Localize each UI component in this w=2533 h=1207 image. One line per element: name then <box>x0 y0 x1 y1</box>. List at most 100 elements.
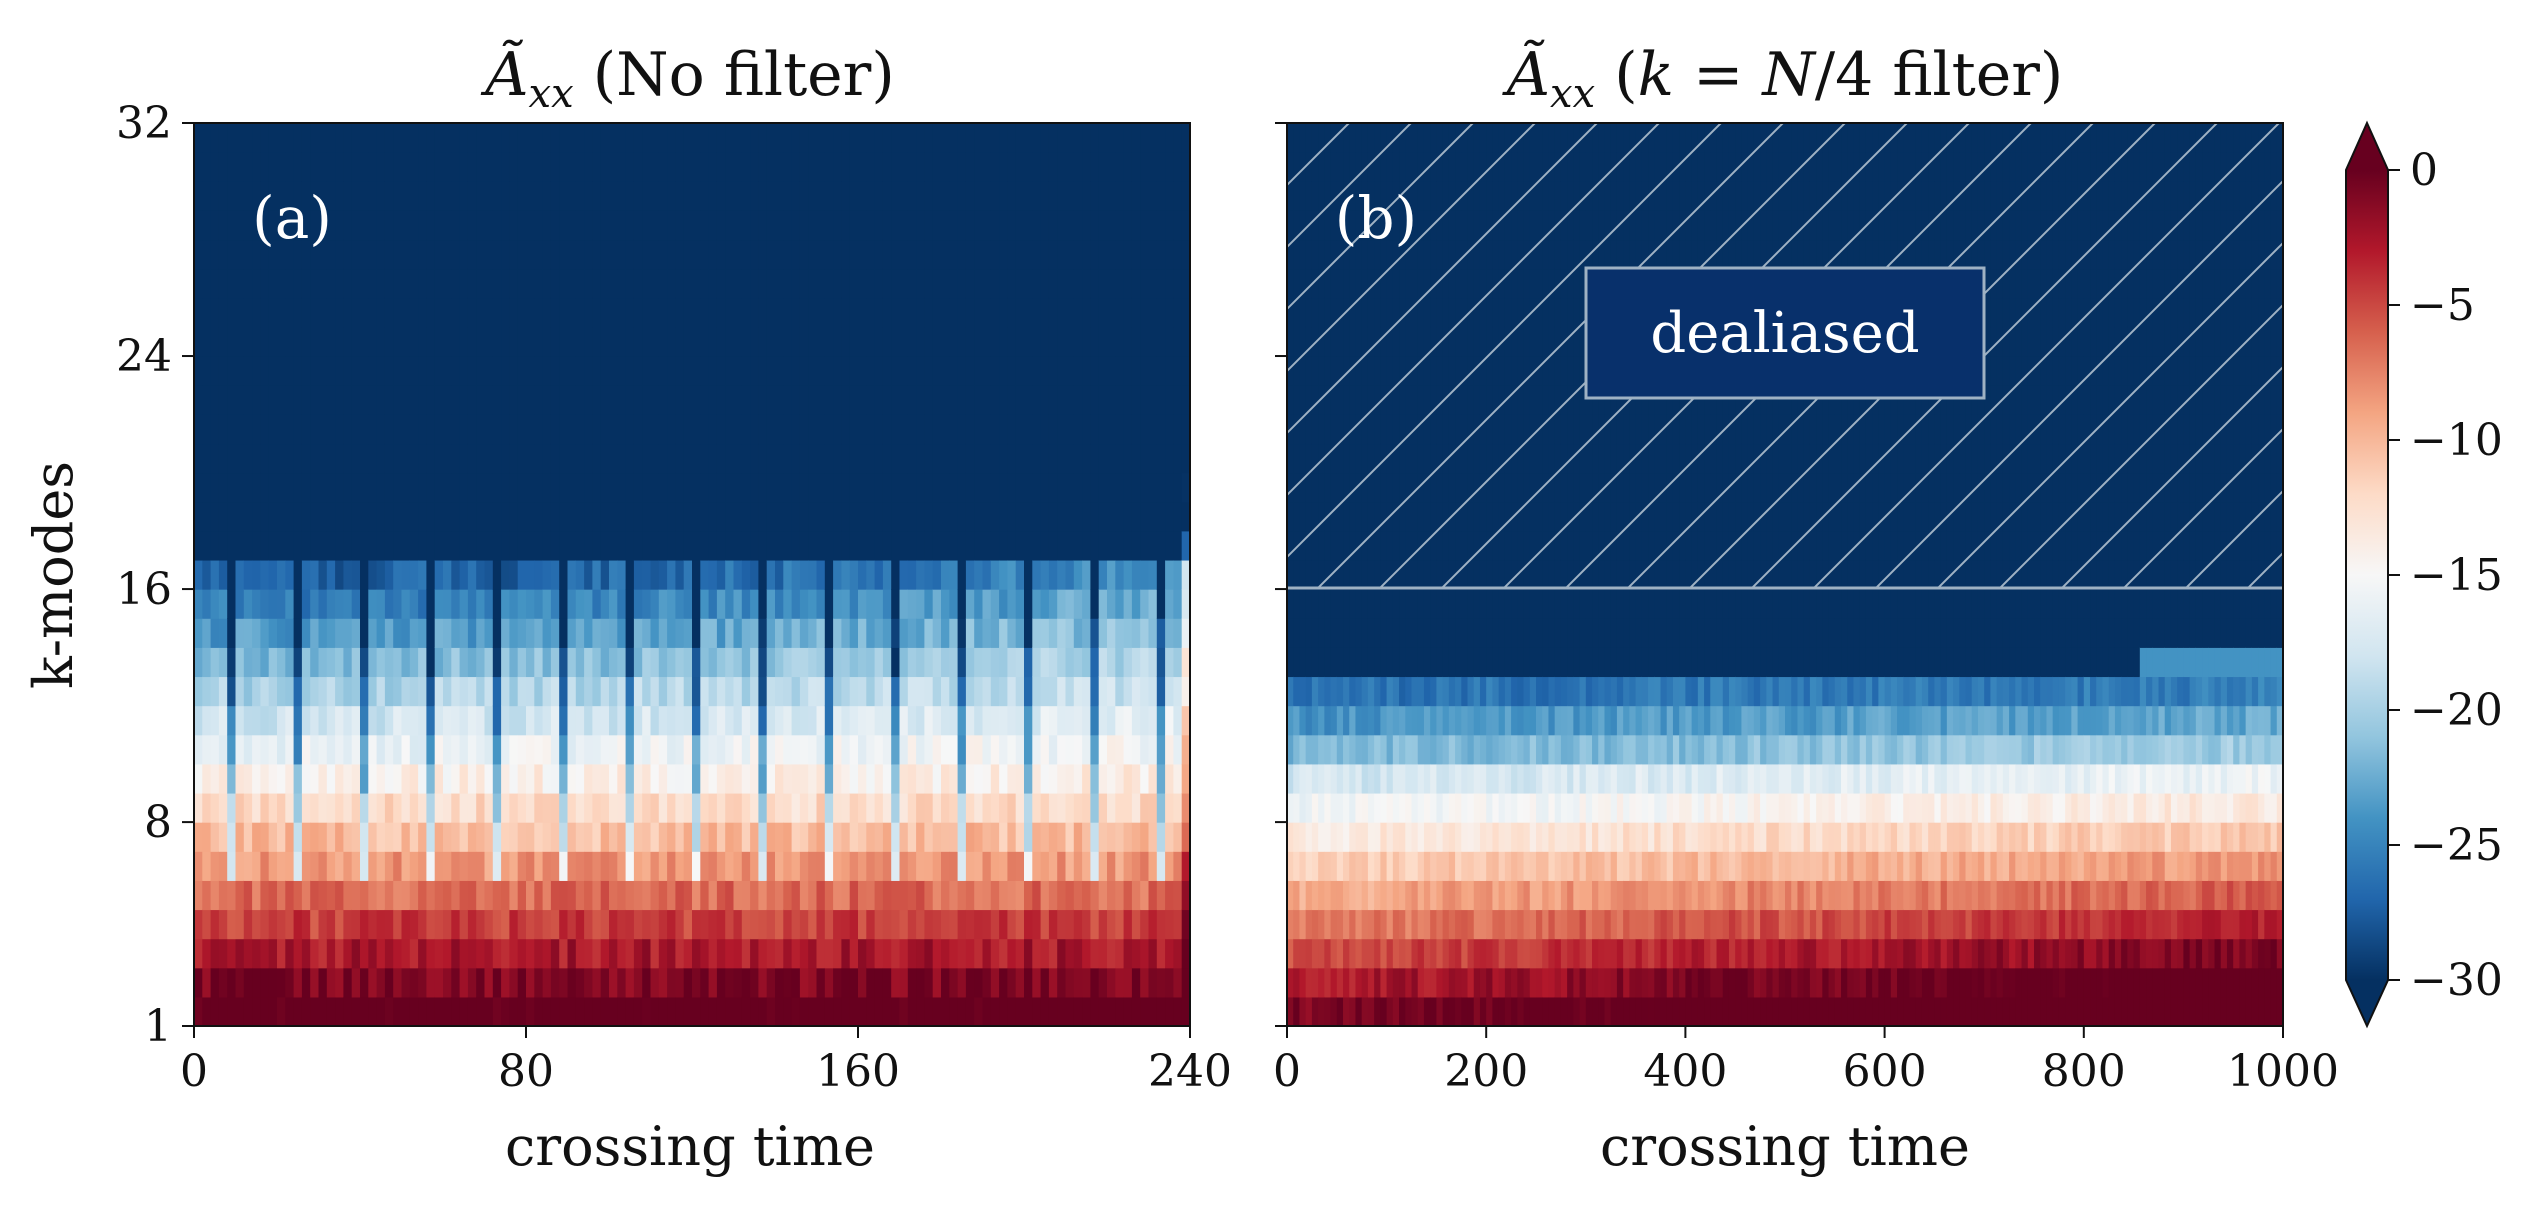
heat-cell <box>1523 385 1531 415</box>
heat-cell <box>1361 967 1369 998</box>
heat-cell <box>426 996 436 1027</box>
heat-cell <box>932 501 942 532</box>
heat-cell <box>559 676 569 707</box>
heat-cell <box>858 734 867 765</box>
heat-cell <box>1386 880 1394 911</box>
heat-cell <box>733 356 743 386</box>
heat-cell <box>534 822 544 852</box>
heat-cell <box>1032 589 1042 619</box>
heat-cell <box>1399 938 1406 969</box>
heat-cell <box>376 763 386 794</box>
heat-cell <box>1399 152 1406 182</box>
heat-cell <box>609 618 618 648</box>
heat-cell <box>849 443 859 474</box>
heat-cell <box>434 123 444 153</box>
heat-cell <box>426 705 436 736</box>
heat-cell <box>376 851 386 881</box>
heat-cell <box>791 472 801 503</box>
heat-cell <box>227 181 237 211</box>
heat-cell <box>874 589 884 619</box>
heat-cell <box>534 385 544 415</box>
heat-cell <box>218 647 228 678</box>
heat-cell <box>1386 356 1394 386</box>
heat-cell <box>683 967 693 998</box>
heat-cell <box>202 996 212 1027</box>
heat-cell <box>708 181 718 211</box>
heat-cell <box>409 356 419 386</box>
heat-cell <box>293 763 303 794</box>
heat-cell <box>1040 239 1050 270</box>
heat-cell <box>301 996 311 1027</box>
heat-cell <box>924 647 934 678</box>
heat-cell <box>891 589 901 619</box>
heat-cell <box>633 210 643 241</box>
heat-cell <box>716 618 726 648</box>
heat-cell <box>874 880 884 911</box>
heat-cell <box>567 443 577 474</box>
heat-cell <box>1318 559 1325 590</box>
heat-cell <box>360 385 369 415</box>
heat-cell <box>301 618 311 648</box>
heat-cell <box>260 618 270 648</box>
heat-cell <box>534 356 544 386</box>
heat-cell <box>517 326 527 357</box>
heat-cell <box>816 530 826 561</box>
heat-cell <box>924 297 934 328</box>
heat-cell <box>1386 763 1394 794</box>
heat-cell <box>1024 152 1033 182</box>
heat-cell <box>1311 210 1319 241</box>
heat-cell <box>1479 239 1487 270</box>
heat-cell <box>816 443 826 474</box>
heat-cell <box>907 210 917 241</box>
heat-cell <box>1355 239 1363 270</box>
heat-cell <box>1467 676 1475 707</box>
heat-cell <box>243 152 253 182</box>
heat-cell <box>584 909 593 940</box>
heat-cell <box>766 210 776 241</box>
heat-cell <box>227 472 237 503</box>
heat-cell <box>1517 530 1525 561</box>
heat-cell <box>667 792 676 823</box>
heat-cell <box>252 996 261 1027</box>
heat-cell <box>841 210 851 241</box>
heat-cell <box>1305 909 1313 940</box>
heat-cell <box>310 385 320 415</box>
heat-cell <box>1082 967 1091 998</box>
heat-cell <box>1299 530 1307 561</box>
heat-cell <box>335 181 344 211</box>
heat-cell <box>509 385 519 415</box>
heat-cell <box>210 763 220 794</box>
heat-cell <box>633 326 643 357</box>
heat-cell <box>509 705 519 736</box>
heat-cell <box>1131 268 1141 299</box>
heat-cell <box>858 822 867 852</box>
heat-cell <box>1173 181 1183 211</box>
heat-cell <box>642 676 652 707</box>
heat-cell <box>1123 676 1133 707</box>
heat-cell <box>1442 385 1450 415</box>
heat-cell <box>1511 705 1518 736</box>
heat-cell <box>1392 210 1400 241</box>
heat-cell <box>1486 647 1494 678</box>
heat-cell <box>343 530 353 561</box>
heat-cell <box>949 530 959 561</box>
heat-cell <box>409 559 419 590</box>
heat-cell <box>318 297 328 328</box>
heat-cell <box>1024 822 1033 852</box>
heat-cell <box>401 734 411 765</box>
heat-cell <box>1330 967 1338 998</box>
heat-cell <box>625 676 635 707</box>
heat-cell <box>451 239 461 270</box>
heat-cell <box>1015 880 1025 911</box>
heat-cell <box>1361 589 1369 619</box>
heat-cell <box>791 676 801 707</box>
heat-cell <box>1448 181 1456 211</box>
heat-cell <box>1399 385 1406 415</box>
heat-cell <box>194 356 203 386</box>
heat-cell <box>1343 326 1350 357</box>
heat-cell <box>874 618 884 648</box>
heat-cell <box>434 472 444 503</box>
heat-cell <box>617 967 627 998</box>
heat-cell <box>376 239 386 270</box>
heat-cell <box>1140 152 1150 182</box>
